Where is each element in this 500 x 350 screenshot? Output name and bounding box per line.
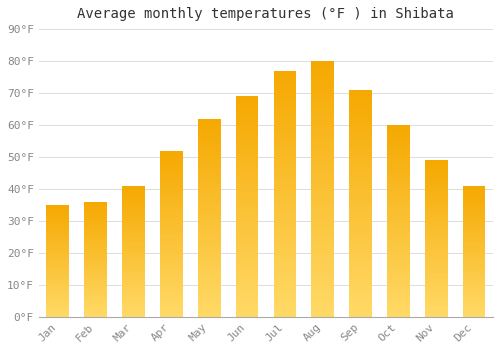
Title: Average monthly temperatures (°F ) in Shibata: Average monthly temperatures (°F ) in Sh… — [78, 7, 454, 21]
